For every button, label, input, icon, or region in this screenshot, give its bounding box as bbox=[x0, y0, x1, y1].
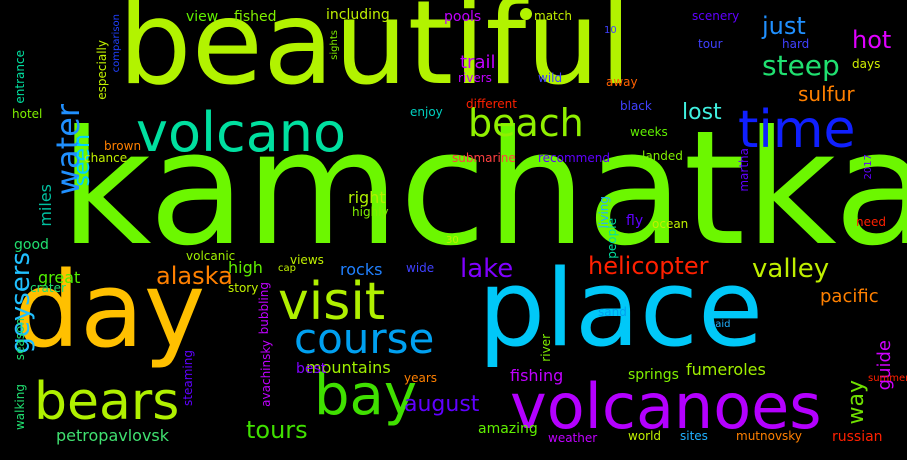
word-days: days bbox=[852, 57, 881, 71]
word-fishing: fishing bbox=[510, 366, 564, 385]
word-bay: bay bbox=[314, 363, 418, 428]
word-right: right bbox=[348, 188, 386, 207]
word-especially: especially bbox=[95, 40, 109, 100]
word-sulfur: sulfur bbox=[798, 82, 855, 106]
word-different: different bbox=[466, 97, 517, 111]
word-rocks: rocks bbox=[340, 260, 383, 279]
word-kamchatka: kamchatka bbox=[60, 97, 907, 281]
word-enjoy: enjoy bbox=[410, 105, 443, 119]
word-need: need bbox=[856, 215, 886, 229]
word-wide: wide bbox=[406, 261, 435, 275]
word-just: just bbox=[762, 12, 806, 40]
word-river: river bbox=[539, 334, 553, 362]
word-bubbling: bubbling bbox=[257, 282, 271, 335]
word-good: good bbox=[14, 237, 49, 253]
word-lost: lost bbox=[682, 100, 722, 125]
word-landed: landed bbox=[642, 149, 683, 163]
word-volcano: volcano bbox=[136, 101, 347, 164]
word-pools: pools bbox=[444, 9, 482, 25]
word-said: said bbox=[710, 319, 731, 330]
word-high: high bbox=[228, 258, 263, 277]
word-years: years bbox=[404, 371, 438, 385]
word-wild: wild bbox=[538, 71, 563, 85]
word-valley: valley bbox=[752, 254, 830, 284]
dot-mark bbox=[520, 8, 532, 20]
word-summer: summer bbox=[868, 373, 907, 384]
word-highly: highly bbox=[352, 205, 389, 219]
word-fumeroles: fumeroles bbox=[686, 360, 766, 379]
word-sites: sites bbox=[680, 429, 708, 443]
word-august: august bbox=[404, 392, 480, 417]
word-lake: lake bbox=[460, 254, 514, 284]
word-tours: tours bbox=[246, 416, 308, 444]
word-alaska: alaska bbox=[156, 262, 233, 290]
word-visit: visit bbox=[278, 272, 386, 332]
word-hot: hot bbox=[852, 26, 892, 54]
word-beach: beach bbox=[468, 101, 584, 145]
word-tour: tour bbox=[698, 37, 723, 51]
word-comparison: comparison bbox=[111, 14, 122, 73]
word-living: living bbox=[597, 196, 611, 229]
word-volcanic: volcanic bbox=[186, 249, 236, 263]
word-trail: trail bbox=[460, 52, 496, 73]
word-rivers: rivers bbox=[458, 71, 492, 85]
word-ocean: ocean bbox=[652, 217, 689, 231]
word-bears: bears bbox=[34, 372, 180, 432]
word-weeks: weeks bbox=[630, 125, 668, 139]
word-2017: 2017 bbox=[863, 154, 874, 180]
word-great: great bbox=[38, 268, 81, 287]
word-recommend: recommend bbox=[538, 151, 610, 165]
word-weather: weather bbox=[548, 431, 598, 445]
word-cap: cap bbox=[278, 263, 296, 274]
word-match: match bbox=[534, 9, 572, 23]
word-russian: russian bbox=[832, 429, 883, 445]
word-chance: chance bbox=[84, 151, 128, 165]
word-pacific: pacific bbox=[820, 286, 879, 307]
word-miles: miles bbox=[36, 184, 55, 227]
word-season: season bbox=[13, 318, 27, 361]
word-walking: walking bbox=[13, 384, 27, 431]
word-sand: sand bbox=[598, 305, 627, 319]
word-steep: steep bbox=[762, 49, 840, 82]
word-helicopter: helicopter bbox=[588, 252, 709, 280]
word-way: way bbox=[844, 380, 869, 425]
word-10: 10 bbox=[604, 25, 617, 36]
word-martha: martha bbox=[737, 148, 751, 192]
word-day: day bbox=[14, 249, 206, 371]
word-submarine: submarine bbox=[452, 151, 516, 165]
word-beautiful: beautiful bbox=[118, 0, 632, 111]
word-mountains: mountains bbox=[306, 358, 391, 377]
word-avachinsky: avachinsky bbox=[259, 340, 273, 407]
word-fished: fished bbox=[234, 9, 277, 25]
word-including: including bbox=[326, 7, 390, 23]
word-story: story bbox=[228, 281, 259, 295]
word-away: away bbox=[606, 75, 638, 89]
word-black: black bbox=[620, 99, 652, 113]
word-springs: springs bbox=[628, 367, 679, 383]
word-views: views bbox=[290, 253, 324, 267]
word-sights: sights bbox=[329, 30, 340, 60]
word-view: view bbox=[186, 9, 219, 25]
word-30: 30 bbox=[446, 235, 459, 246]
word-place: place bbox=[478, 247, 764, 370]
word-mutnovsky: mutnovsky bbox=[736, 429, 802, 443]
word-petropavlovsk: petropavlovsk bbox=[56, 426, 170, 445]
word-hotel: hotel bbox=[12, 107, 43, 121]
word-best: best bbox=[296, 361, 327, 377]
word-brown: brown bbox=[104, 139, 142, 153]
word-time: time bbox=[738, 100, 856, 160]
word-crater: crater bbox=[30, 281, 66, 295]
word-course: course bbox=[294, 314, 435, 363]
word-hard: hard bbox=[782, 37, 810, 51]
word-amazing: amazing bbox=[478, 421, 538, 437]
word-steaming: steaming bbox=[181, 350, 195, 406]
word-world: world bbox=[628, 429, 662, 443]
word-fly: fly bbox=[626, 213, 644, 229]
word-volcanoes: volcanoes bbox=[510, 370, 822, 443]
word-entrance: entrance bbox=[13, 50, 27, 104]
word-scenery: scenery bbox=[692, 9, 740, 23]
